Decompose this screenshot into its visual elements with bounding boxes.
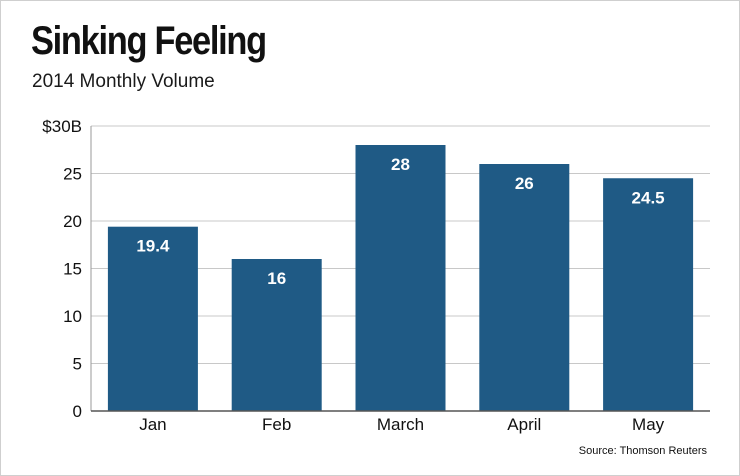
bar-feb bbox=[231, 259, 322, 411]
bars: 19.4 16 28 26 24.5 bbox=[107, 145, 694, 411]
y-tick-label: $30B bbox=[42, 117, 82, 136]
chart-subtitle: 2014 Monthly Volume bbox=[32, 71, 215, 92]
bar-jan bbox=[107, 226, 198, 411]
y-axis: 0 5 10 15 20 25 $30B bbox=[42, 117, 92, 421]
bar-value-label: 28 bbox=[391, 155, 410, 174]
y-tick-label: 25 bbox=[63, 165, 82, 184]
source-note: Source: Thomson Reuters bbox=[578, 445, 707, 457]
bar-march bbox=[355, 145, 446, 411]
y-tick-label: 10 bbox=[63, 307, 82, 326]
y-tick-label: 20 bbox=[63, 212, 82, 231]
chart-title: Sinking Feeling bbox=[31, 19, 267, 63]
bar-value-label: 26 bbox=[515, 174, 534, 193]
y-tick-label: 0 bbox=[73, 402, 82, 421]
y-tick-label: 5 bbox=[73, 355, 82, 374]
bar-value-label: 19.4 bbox=[136, 237, 170, 256]
x-tick-label: April bbox=[507, 415, 541, 434]
bar-may bbox=[603, 178, 694, 411]
bar-value-label: 16 bbox=[267, 269, 286, 288]
x-axis: Jan Feb March April May bbox=[91, 410, 710, 434]
x-tick-label: March bbox=[377, 415, 424, 434]
y-tick-label: 15 bbox=[63, 260, 82, 279]
x-tick-label: Jan bbox=[139, 415, 166, 434]
x-tick-label: May bbox=[632, 415, 665, 434]
bar-value-label: 24.5 bbox=[632, 188, 665, 207]
x-tick-label: Feb bbox=[262, 415, 291, 434]
bar-april bbox=[479, 164, 570, 411]
